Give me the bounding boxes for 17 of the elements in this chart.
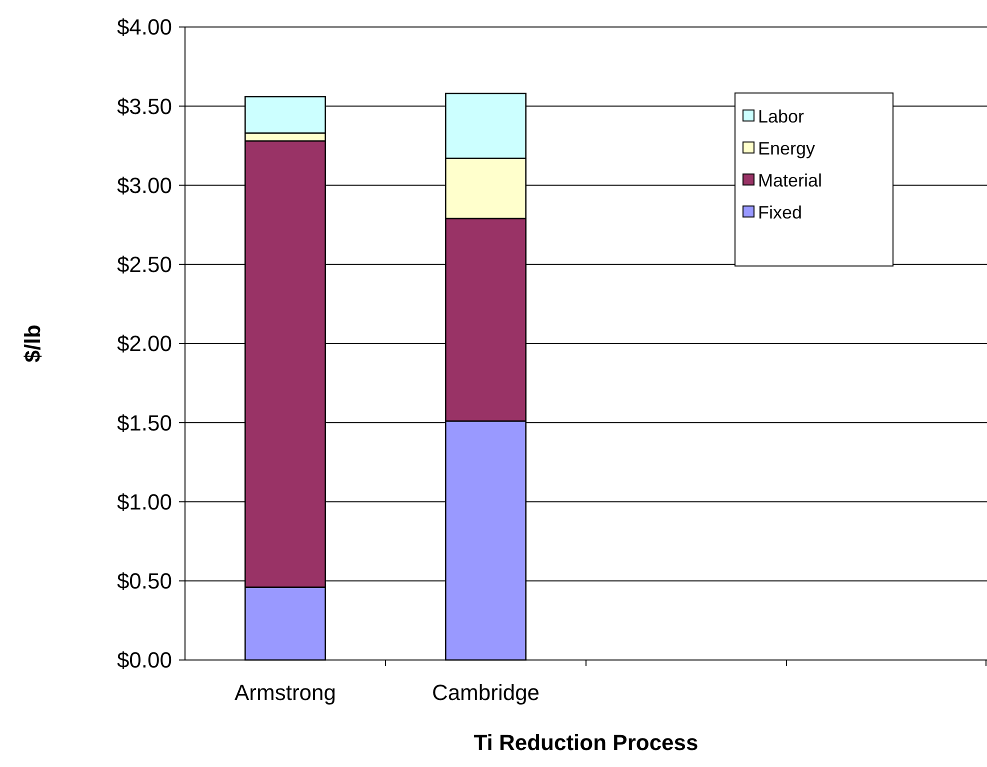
legend-label: Energy — [758, 138, 816, 158]
y-tick-label: $1.00 — [116, 489, 172, 514]
x-tick-label: Cambridge — [432, 680, 540, 705]
y-tick-label: $3.00 — [116, 172, 172, 198]
legend-label: Labor — [758, 106, 804, 126]
y-tick-label: $3.50 — [116, 94, 172, 119]
x-axis-title: Ti Reduction Process — [474, 730, 698, 755]
y-axis-title: $/lb — [20, 324, 45, 362]
legend-label: Material — [758, 170, 822, 190]
y-tick-label: $0.00 — [116, 648, 172, 673]
y-tick-label: $2.00 — [116, 331, 172, 356]
y-tick-label: $4.00 — [116, 14, 172, 40]
legend-label: Fixed — [758, 202, 802, 222]
y-tick-label: $1.50 — [116, 410, 172, 436]
x-tick-label: Armstrong — [234, 680, 336, 705]
y-tick-label: $2.50 — [116, 252, 172, 278]
y-tick-label: $0.50 — [116, 568, 172, 594]
